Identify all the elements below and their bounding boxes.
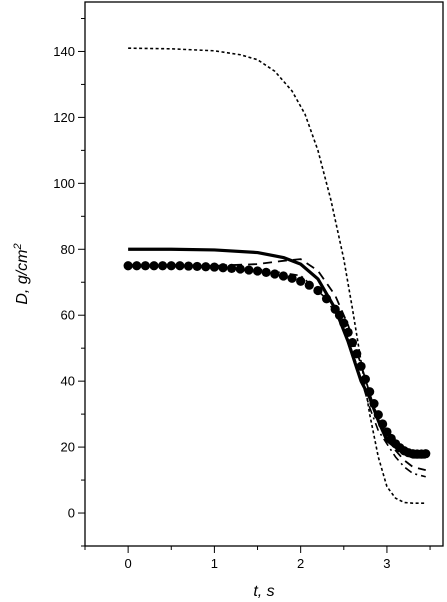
data-point [175, 261, 185, 271]
series-line-dash-dot [128, 264, 426, 478]
y-tick-label: 120 [53, 110, 75, 125]
y-tick-label: 60 [61, 308, 75, 323]
y-tick-label: 100 [53, 176, 75, 191]
data-point [369, 398, 379, 409]
y-tick-label: 140 [53, 44, 75, 59]
x-tick-label: 2 [297, 556, 304, 571]
data-point [270, 269, 280, 279]
data-point [209, 262, 219, 272]
data-point [421, 449, 431, 459]
x-axis-title: t, s [253, 583, 274, 600]
plot-frame [84, 1, 444, 547]
data-point [382, 427, 392, 437]
data-point [313, 285, 323, 296]
data-point [149, 261, 159, 271]
data-point [252, 266, 263, 276]
data-point [140, 261, 150, 271]
data-point [183, 261, 194, 271]
series-layer [123, 47, 431, 504]
y-axis-title: D, g/cm2 [12, 243, 31, 304]
data-point [339, 318, 349, 328]
y-axis-title-sup: 2 [12, 243, 24, 250]
data-point [365, 387, 375, 397]
data-point [192, 261, 202, 272]
data-point [261, 267, 271, 277]
data-point [227, 263, 237, 273]
data-point [343, 327, 353, 337]
data-point [235, 264, 245, 274]
data-point [356, 361, 366, 371]
y-tick-label: 80 [61, 242, 75, 257]
data-point [132, 261, 142, 271]
data-point [158, 261, 168, 271]
data-point [321, 294, 332, 304]
data-point [378, 419, 388, 429]
y-tick-label: 40 [61, 374, 75, 389]
y-tick-label: 0 [68, 506, 75, 521]
data-point [373, 410, 383, 420]
x-tick-label: 1 [211, 556, 218, 571]
y-axis-title-main: D, g/cm [14, 250, 31, 305]
data-point [278, 271, 289, 281]
data-point [347, 337, 358, 348]
data-point [123, 261, 133, 271]
data-point [304, 280, 314, 290]
data-point [334, 310, 345, 320]
data-point [201, 262, 211, 272]
axis-ticks: 0 1 2 3 0 20 40 60 80 100 120 140 [53, 17, 431, 571]
data-point [218, 263, 228, 273]
data-point [287, 273, 297, 283]
data-point [244, 265, 254, 275]
series-line-dashed [128, 258, 426, 472]
data-point [296, 276, 306, 286]
data-point [360, 374, 370, 384]
x-tick-label: 0 [125, 556, 132, 571]
data-point [166, 261, 176, 271]
data-point [352, 349, 362, 359]
series-markers [123, 261, 431, 459]
y-tick-label: 20 [61, 440, 75, 455]
x-tick-label: 3 [383, 556, 390, 571]
